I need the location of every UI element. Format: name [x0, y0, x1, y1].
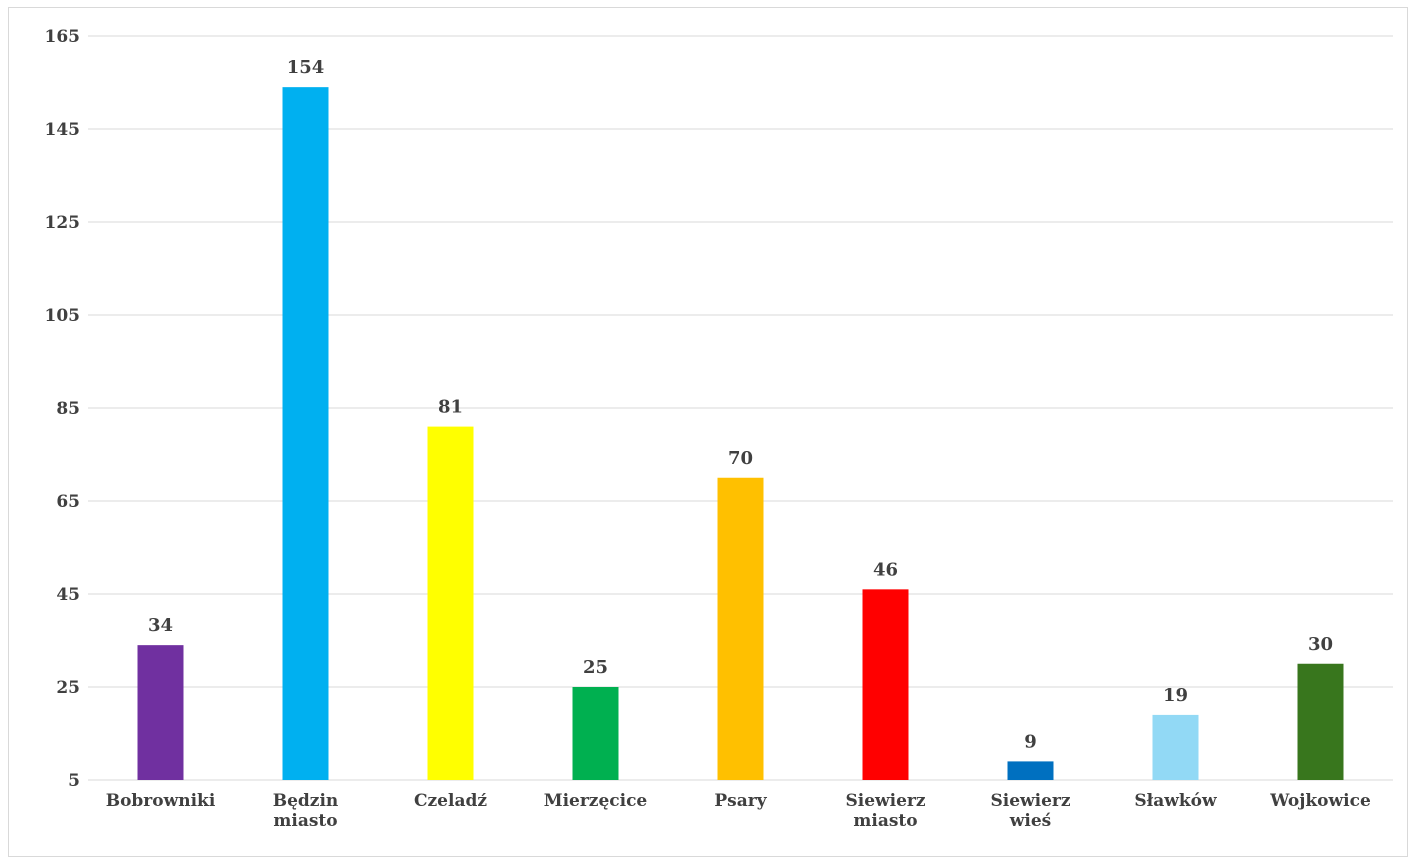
data-label: 34	[148, 615, 173, 636]
x-tick-label: Siewierz	[845, 791, 925, 811]
x-tick-label: Wojkowice	[1269, 791, 1371, 811]
y-tick-label: 85	[56, 399, 80, 419]
data-label: 9	[1024, 731, 1037, 752]
bar	[1152, 714, 1199, 780]
x-tick-label: miasto	[853, 811, 917, 831]
data-label: 81	[438, 397, 463, 418]
data-label: 154	[287, 57, 325, 78]
x-tick-label: Psary	[714, 791, 767, 811]
x-tick-label: Mierzęcice	[544, 791, 648, 811]
y-tick-label: 145	[45, 120, 81, 140]
bar	[282, 87, 329, 780]
y-tick-label: 105	[45, 306, 81, 326]
y-tick-label: 125	[45, 213, 81, 233]
bar	[1007, 761, 1054, 780]
x-tick-label: miasto	[273, 811, 337, 831]
y-tick-label: 45	[56, 585, 80, 605]
bar	[862, 589, 909, 780]
y-tick-label: 65	[56, 492, 80, 512]
bar	[137, 645, 184, 780]
bar	[427, 426, 474, 780]
x-tick-label: Bobrowniki	[106, 791, 216, 811]
data-label: 25	[583, 657, 608, 678]
data-label: 46	[873, 559, 898, 580]
x-tick-label: Czeladź	[414, 791, 487, 811]
data-label: 19	[1163, 685, 1188, 706]
y-tick-label: 5	[68, 771, 80, 791]
x-tick-label: Siewierz	[990, 791, 1070, 811]
bar	[717, 477, 764, 780]
x-tick-label: Będzin	[273, 791, 339, 811]
y-tick-label: 25	[56, 678, 80, 698]
bar	[1297, 663, 1344, 780]
x-tick-label: Sławków	[1134, 791, 1217, 811]
y-tick-label: 165	[45, 27, 81, 47]
x-tick-label: wieś	[1009, 811, 1051, 831]
bar	[572, 687, 619, 780]
data-label: 70	[728, 448, 753, 469]
data-label: 30	[1308, 634, 1333, 655]
